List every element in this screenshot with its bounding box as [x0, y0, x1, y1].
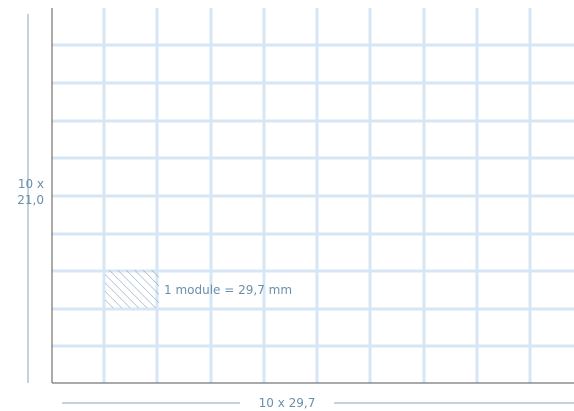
module-swatch — [105, 270, 159, 308]
height-label-multiplier: 10 x — [17, 177, 44, 191]
grid-lines — [52, 8, 574, 383]
height-label-value: 21,0 — [17, 193, 44, 207]
module-size-label: 1 module = 29,7 mm — [164, 283, 293, 297]
height-dimension-label: 10 x 21,0 — [0, 176, 44, 208]
width-dimension-label: 10 x 29,7 — [240, 395, 334, 411]
